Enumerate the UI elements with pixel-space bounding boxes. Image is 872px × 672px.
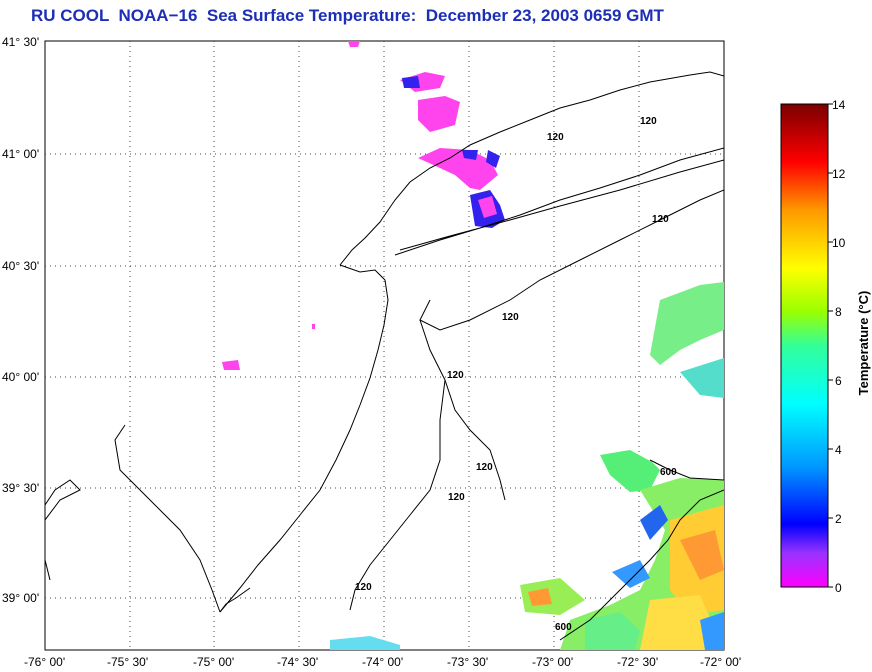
lat-label: 40° 00': [2, 370, 39, 384]
colorbar-tick-label: 6: [835, 374, 842, 388]
lon-label: -74° 00': [362, 655, 403, 669]
colorbar-title: Temperature (°C): [856, 291, 871, 396]
lon-label: -72° 30': [617, 655, 658, 669]
map-title: RU COOL NOAA−16 Sea Surface Temperature:…: [31, 6, 664, 25]
coastline: [45, 71, 724, 613]
colorbar-tick-label: 4: [835, 443, 842, 457]
lat-label: 40° 30': [2, 259, 39, 273]
isobaths: [349, 189, 724, 641]
colorbar-tick-label: 14: [832, 98, 846, 112]
lon-label: -74° 30': [277, 655, 318, 669]
map-plot-area: [44, 40, 725, 651]
isobath-label: 120: [447, 370, 464, 381]
lon-label: -76° 00': [24, 655, 65, 669]
isobath-labels: 120 120 120 120 120 120 120 120 600 600: [355, 116, 677, 633]
lon-label: -72° 00': [700, 655, 741, 669]
colorbar-tick-label: 8: [835, 305, 842, 319]
isobath-label: 120: [652, 214, 669, 225]
lat-label: 41° 00': [2, 147, 39, 161]
isobath-label: 120: [476, 462, 493, 473]
colorbar-tick-label: 10: [832, 236, 846, 250]
colorbar: 14 12 10 8 6 4 2 0 Temperature (°C): [780, 98, 871, 595]
lat-label: 41° 30': [2, 35, 39, 49]
colorbar-gradient: [780, 103, 829, 588]
isobath-label: 600: [555, 622, 572, 633]
colorbar-tick-label: 2: [835, 512, 842, 526]
isobath-label: 120: [502, 312, 519, 323]
isobath-label: 120: [355, 582, 372, 593]
lon-label: -75° 30': [107, 655, 148, 669]
lon-label: -75° 00': [193, 655, 234, 669]
isobath-label: 600: [660, 467, 677, 478]
colorbar-ticks: [828, 103, 833, 588]
colorbar-tick-label: 12: [832, 167, 846, 181]
longitude-labels: -76° 00' -75° 30' -75° 00' -74° 30' -74°…: [24, 655, 741, 669]
latitude-labels: 41° 30' 41° 00' 40° 30' 40° 00' 39° 30' …: [2, 35, 39, 605]
sst-warm-water: [330, 282, 724, 650]
isobath-label: 120: [448, 492, 465, 503]
sst-cold-patches: [222, 41, 505, 370]
lat-label: 39° 00': [2, 591, 39, 605]
isobath-label: 120: [547, 132, 564, 143]
lat-label: 39° 30': [2, 481, 39, 495]
colorbar-tick-label: 0: [835, 581, 842, 595]
lon-label: -73° 30': [447, 655, 488, 669]
lon-label: -73° 00': [532, 655, 573, 669]
graticule: [45, 41, 724, 650]
isobath-label: 120: [640, 116, 657, 127]
